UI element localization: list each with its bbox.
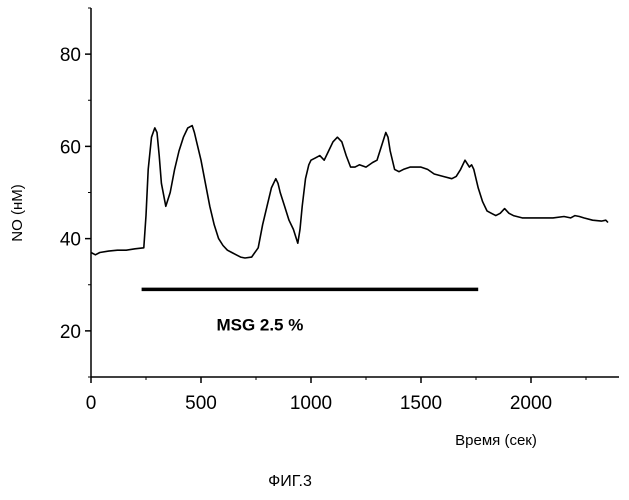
- x-tick-label: 1500: [400, 393, 442, 414]
- msg-treatment-label: MSG 2.5 %: [216, 315, 303, 334]
- y-tick-label: 40: [60, 230, 81, 251]
- figure-caption: ФИГ.3: [268, 473, 312, 490]
- x-axis-label: Время (сек): [455, 432, 537, 449]
- annotation-layer: MSG 2.5 %: [142, 289, 479, 334]
- y-tick-label: 80: [60, 45, 81, 66]
- x-ticks: 0 500 1000 1500 2000: [86, 377, 586, 414]
- y-axis-label: NO (нМ): [9, 184, 26, 241]
- x-tick-label: 1000: [290, 393, 332, 414]
- x-tick-label: 500: [185, 393, 217, 414]
- x-tick-label: 0: [86, 393, 97, 414]
- series-layer: [91, 126, 608, 258]
- y-tick-label: 60: [60, 137, 81, 158]
- y-tick-label: 20: [60, 322, 81, 343]
- series-line-0: [91, 126, 608, 258]
- y-ticks: 20 40 60 80: [60, 8, 91, 377]
- x-tick-label: 2000: [510, 393, 552, 414]
